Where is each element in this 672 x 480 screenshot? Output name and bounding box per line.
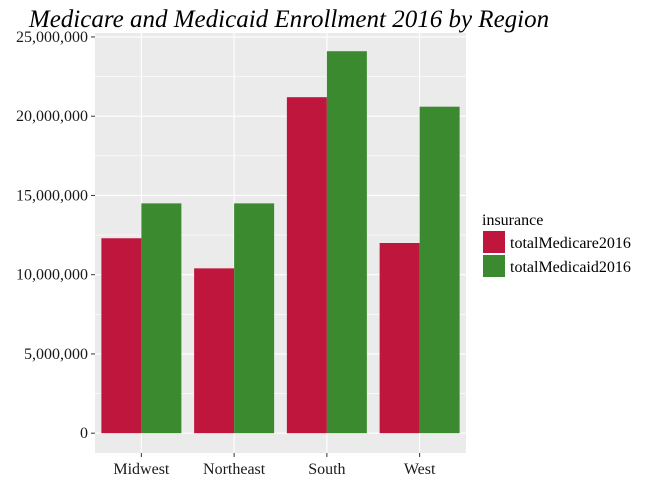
- bar-totalMedicare2016-midwest: [101, 238, 142, 434]
- bar-totalMedicare2016-south: [286, 97, 327, 434]
- y-tick-label: 15,000,000: [16, 187, 88, 204]
- bar-totalMedicaid2016-south: [326, 51, 367, 434]
- legend: insurance totalMedicare2016 totalMedicaid…: [482, 212, 631, 277]
- legend-title: insurance: [482, 212, 543, 229]
- legend-key-totalMedicaid2016: [483, 255, 505, 277]
- legend-key-totalMedicare2016: [483, 231, 505, 253]
- legend-label-totalMedicaid2016: totalMedicaid2016: [510, 259, 631, 276]
- x-tick-label: Midwest: [113, 461, 170, 478]
- legend-label-totalMedicare2016: totalMedicare2016: [510, 235, 631, 252]
- y-tick-label: 0: [80, 425, 88, 442]
- bar-totalMedicaid2016-west: [419, 106, 460, 434]
- bar-totalMedicare2016-northeast: [194, 268, 235, 434]
- bar-totalMedicaid2016-midwest: [141, 203, 182, 434]
- bar-totalMedicare2016-west: [379, 243, 420, 434]
- x-tick-label: South: [308, 461, 345, 478]
- bars: [101, 51, 460, 434]
- y-tick-label: 25,000,000: [16, 29, 88, 46]
- y-tick-label: 5,000,000: [24, 346, 88, 363]
- y-tick-label: 10,000,000: [16, 267, 88, 284]
- bar-totalMedicaid2016-northeast: [234, 203, 275, 434]
- x-tick-label: West: [404, 461, 436, 478]
- y-tick-label: 20,000,000: [16, 108, 88, 125]
- x-axis: Midwest Northeast South West: [113, 453, 436, 478]
- chart-title: Medicare and Medicaid Enrollment 2016 by…: [28, 6, 549, 33]
- x-tick-label: Northeast: [203, 461, 266, 478]
- y-axis: 0 5,000,000 10,000,000 15,000,000 20,000,000…: [16, 29, 95, 442]
